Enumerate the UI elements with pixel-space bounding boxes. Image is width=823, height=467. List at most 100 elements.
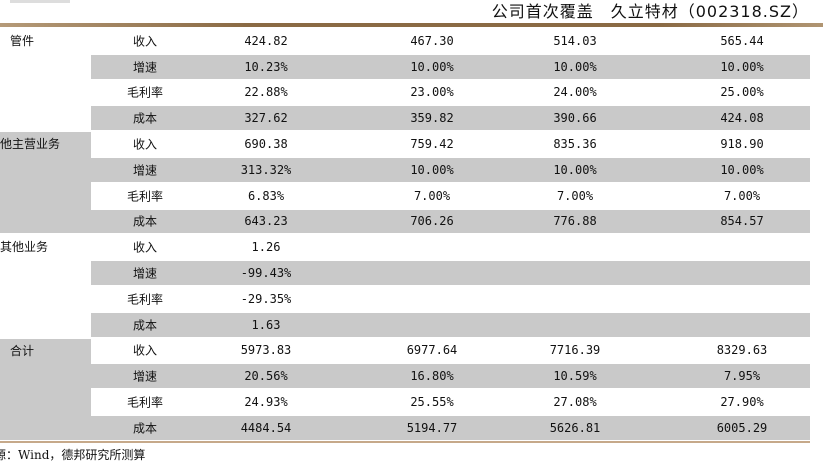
value-cell: 10.00% [720,162,764,177]
table-row: 成本 643.23 706.26 776.88 854.57 [0,209,810,235]
row-background [91,209,810,234]
value-cell: 690.38 [244,137,288,152]
row-background [91,54,810,79]
row-background [91,235,810,259]
group-label: 管件 [10,34,35,48]
group-label-cell: 他主营业务 [0,132,91,234]
value-cell: 6.83% [247,188,285,203]
group-label-cell: 其他业务 [0,235,91,336]
table-row: 成本 1.63 [0,312,810,338]
row-background [91,312,810,337]
value-cell: 7.95% [723,369,761,384]
value-cell: 10.23% [244,59,288,74]
value-cell: 20.56% [244,369,288,384]
value-cell: 918.90 [720,137,764,152]
table-row: 收入 424.82 467.30 514.03 565.44 [0,28,810,54]
value-cell: 5194.77 [406,420,458,435]
value-cell: 23.00% [410,85,454,100]
table-row: 增速 -99.43% [0,260,810,286]
metric-label: 成本 [132,214,158,229]
value-cell: 10.00% [410,59,454,74]
metric-label: 收入 [132,240,158,255]
value-cell: 6005.29 [716,420,768,435]
table-row: 收入 1.26 [0,234,810,260]
group-label: 其他业务 [0,240,49,255]
value-cell: 7.00% [413,188,451,203]
value-cell: 565.44 [720,33,764,48]
row-background [91,106,810,131]
metric-label: 增速 [132,163,158,178]
value-cell: 854.57 [720,214,764,229]
table-row: 收入 5973.83 6977.64 7716.39 8329.63 [0,338,810,364]
row-background [91,157,810,182]
group-label-cell: 管件 [0,29,91,130]
metric-label: 毛利率 [126,292,164,307]
value-cell: 359.82 [410,111,454,126]
value-cell: 5626.81 [549,420,601,435]
value-cell: 835.36 [553,137,597,152]
metric-label: 增速 [132,369,158,384]
metric-label: 增速 [132,60,158,75]
table-bottom-rule [0,441,810,443]
value-cell: 10.00% [553,162,597,177]
value-cell: 22.88% [244,85,288,100]
metric-label: 成本 [132,111,158,126]
value-cell: 1.26 [251,240,281,255]
value-cell: 390.66 [553,111,597,126]
metric-label: 成本 [132,318,158,333]
table-row: 成本 327.62 359.82 390.66 424.08 [0,105,810,131]
metric-label: 成本 [132,421,158,436]
source-note: 源：Wind，德邦研究所测算 [0,448,146,462]
value-cell: 10.00% [553,59,597,74]
value-cell: 24.00% [553,85,597,100]
value-cell: 25.55% [410,395,454,410]
metric-label: 收入 [132,34,158,49]
value-cell: 8329.63 [716,343,768,358]
value-cell: 16.80% [410,369,454,384]
row-background [91,184,810,208]
row-background [91,287,810,311]
value-cell: 7.00% [723,188,761,203]
metric-label: 收入 [132,343,158,358]
table-row: 收入 690.38 759.42 835.36 918.90 [0,131,810,157]
logo [10,0,70,3]
value-cell: 6977.64 [406,343,458,358]
value-cell: 776.88 [553,214,597,229]
page-title: 公司首次覆盖 久立特材（002318.SZ） [491,2,809,21]
value-cell: 10.00% [720,59,764,74]
table-row: 毛利率 24.93% 25.55% 27.08% 27.90% [0,389,810,415]
table-row: 毛利率 6.83% 7.00% 7.00% 7.00% [0,183,810,209]
value-cell: 27.08% [553,395,597,410]
value-cell: 10.00% [410,162,454,177]
value-cell: 10.59% [553,369,597,384]
value-cell: 643.23 [244,214,288,229]
value-cell: 759.42 [410,137,454,152]
value-cell: 467.30 [410,33,454,48]
value-cell: 25.00% [720,85,764,100]
metric-label: 收入 [132,137,158,152]
metric-label: 毛利率 [126,85,164,100]
table-row: 增速 20.56% 16.80% 10.59% 7.95% [0,363,810,389]
value-cell: 7.00% [556,188,594,203]
group-label: 合计 [10,343,35,358]
value-cell: 424.82 [244,33,288,48]
group-label: 他主营业务 [0,137,61,152]
group-label-cell: 合计 [0,338,91,440]
forecast-table: 收入 424.82 467.30 514.03 565.44 增速 10.23% 10.00%… [0,28,810,441]
table-row: 增速 10.23% 10.00% 10.00% 10.00% [0,54,810,80]
value-cell: 706.26 [410,214,454,229]
table-row: 增速 313.32% 10.00% 10.00% 10.00% [0,157,810,183]
value-cell: 24.93% [244,395,288,410]
value-cell: 27.90% [720,395,764,410]
metric-label: 增速 [132,266,158,281]
value-cell: 7716.39 [549,343,601,358]
value-cell: -99.43% [240,266,292,281]
metric-label: 毛利率 [126,189,164,204]
row-background [91,261,810,285]
value-cell: 424.08 [720,111,764,126]
value-cell: 327.62 [244,111,288,126]
row-background [91,364,810,389]
value-cell: 4484.54 [240,420,292,435]
value-cell: 313.32% [240,162,292,177]
table-row: 成本 4484.54 5194.77 5626.81 6005.29 [0,415,810,441]
